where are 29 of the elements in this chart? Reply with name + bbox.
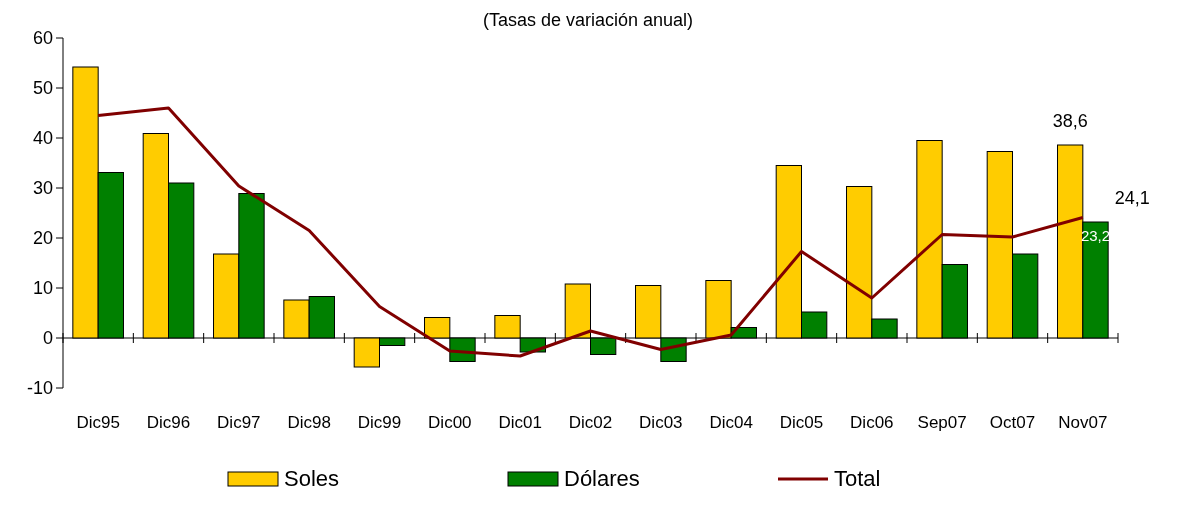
x-tick-label: Dic97: [217, 413, 261, 432]
legend-label: Total: [834, 466, 881, 491]
x-tick-label: Dic05: [779, 413, 824, 432]
x-tick-label: Dic02: [568, 413, 613, 432]
data-label: 24,1: [1114, 187, 1150, 208]
x-tick-label: Dic96: [146, 413, 191, 432]
y-tick-label: 40: [32, 128, 53, 149]
x-tick-label: Sep07: [917, 413, 967, 432]
x-tick-label: Nov07: [1058, 413, 1108, 432]
x-tick-label: Oct07: [989, 413, 1036, 432]
chart-title: (Tasas de variación anual): [482, 10, 694, 30]
legend-label: Dólares: [564, 466, 640, 491]
x-tick-label: Dic00: [428, 413, 472, 432]
x-tick-label: Dic01: [498, 413, 542, 432]
x-tick-label: Dic99: [357, 413, 402, 432]
legend-label: Soles: [284, 466, 340, 491]
x-tick-label: Dic95: [76, 413, 120, 432]
x-tick-label: Dic03: [639, 413, 683, 432]
y-tick-label: 20: [32, 228, 53, 249]
x-tick-label: Dic98: [287, 413, 331, 432]
data-label: 38,6: [1052, 111, 1088, 131]
y-tick-label: 30: [32, 178, 53, 199]
y-tick-label: 50: [32, 78, 53, 99]
x-tick-label: Dic04: [709, 413, 753, 432]
y-tick-label: -10: [26, 378, 53, 399]
y-tick-label: 0: [42, 328, 53, 349]
y-tick-label: 60: [32, 28, 53, 49]
y-tick-label: 10: [32, 278, 53, 299]
x-tick-label: Dic06: [850, 413, 894, 432]
